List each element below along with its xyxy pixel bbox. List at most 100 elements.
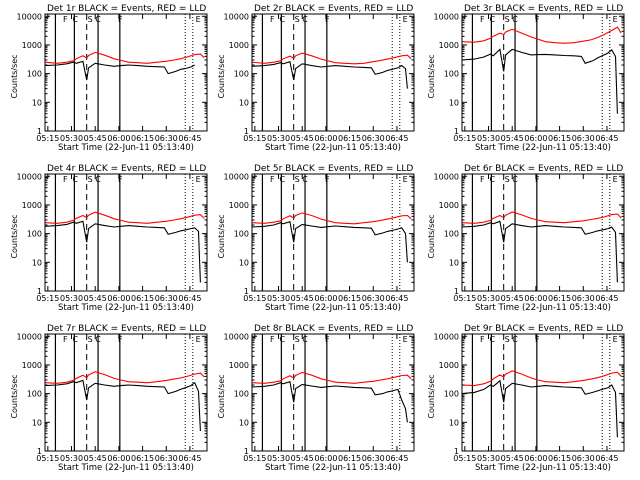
annotation-label: E (196, 175, 201, 184)
x-tick-label: 06:45 (595, 294, 618, 303)
x-tick-label: 05:15 (36, 294, 59, 303)
x-tick-label: 06:45 (385, 454, 408, 463)
annotation-label: C (95, 335, 101, 344)
plot-frame (44, 13, 208, 132)
annotation-label: F (535, 15, 540, 24)
annotation-label: C (73, 175, 79, 184)
y-axis-label: Counts/sec (427, 54, 436, 98)
annotation-label: C (490, 15, 496, 24)
x-tick-label: 06:45 (385, 294, 408, 303)
x-tick-label: 05:30 (477, 294, 500, 303)
plot-frame (461, 333, 625, 452)
x-axis-label: Start Time (22-Jun-11 05:13:40) (475, 463, 611, 473)
y-tick-label: 1000 (439, 201, 459, 210)
annotation-label: F (63, 335, 68, 344)
series-line-lld (251, 212, 412, 225)
y-tick-label: 10000 (434, 12, 459, 21)
series-line-lld (461, 26, 622, 44)
annotation-label: C (280, 15, 286, 24)
annotation-label: S (505, 15, 510, 24)
x-tick-label: 05:45 (501, 134, 524, 143)
annotation-label: F (270, 15, 275, 24)
x-tick-label: 05:45 (84, 294, 107, 303)
x-tick-label: 05:45 (501, 294, 524, 303)
x-axis-label: Start Time (22-Jun-11 05:13:40) (475, 143, 611, 153)
annotation-label: F (480, 175, 485, 184)
y-tick-label: 10 (32, 258, 42, 267)
x-tick-label: 05:45 (501, 454, 524, 463)
y-tick-label: 10 (32, 98, 42, 107)
x-tick-label: 06:45 (595, 134, 618, 143)
annotation-label: F (325, 335, 330, 344)
annotation-label: F (270, 335, 275, 344)
y-tick-label: 10 (449, 418, 459, 427)
y-tick-label: 10 (239, 418, 249, 427)
x-tick-label: 06:15 (548, 134, 571, 143)
series-line-lld (461, 211, 622, 224)
x-tick-label: 06:45 (595, 454, 618, 463)
annotation-label: C (73, 335, 79, 344)
y-tick-label: 10000 (224, 12, 249, 21)
annotation-label: E (196, 15, 201, 24)
annotation-label: C (95, 15, 101, 24)
plot-frame (251, 173, 415, 292)
x-tick-label: 05:30 (60, 134, 83, 143)
x-tick-label: 06:45 (178, 294, 201, 303)
x-tick-label: 05:45 (291, 454, 314, 463)
x-tick-label: 05:15 (243, 454, 266, 463)
x-tick-label: 06:15 (548, 454, 571, 463)
y-axis-label: Counts/sec (217, 374, 226, 418)
annotation-label: F (63, 15, 68, 24)
y-tick-label: 100 (444, 390, 459, 399)
x-tick-label: 05:30 (267, 134, 290, 143)
y-tick-label: 1 (244, 447, 249, 456)
annotation-label: S (295, 175, 300, 184)
series-line-events (44, 60, 195, 81)
y-tick-label: 10 (449, 98, 459, 107)
y-tick-label: 10 (239, 98, 249, 107)
y-tick-label: 10 (239, 258, 249, 267)
annotation-label: F (270, 175, 275, 184)
x-tick-label: 06:15 (338, 294, 361, 303)
annotation-label: C (512, 15, 518, 24)
y-tick-label: 1 (244, 287, 249, 296)
chart-title: Det 3r BLACK = Events, RED = LLD (464, 4, 623, 14)
annotation-label: C (73, 15, 79, 24)
annotation-label: S (505, 335, 510, 344)
annotation-label: S (505, 175, 510, 184)
y-tick-label: 1 (37, 447, 42, 456)
annotation-label: C (280, 175, 286, 184)
plot-frame (44, 173, 208, 292)
x-tick-label: 06:30 (362, 294, 385, 303)
y-axis-label: Counts/sec (10, 214, 19, 258)
x-tick-label: 05:30 (60, 454, 83, 463)
annotation-label: S (88, 175, 93, 184)
y-tick-label: 100 (27, 230, 42, 239)
x-axis-label: Start Time (22-Jun-11 05:13:40) (58, 463, 194, 473)
y-tick-label: 1000 (22, 41, 42, 50)
x-tick-label: 06:45 (178, 454, 201, 463)
y-tick-label: 100 (27, 390, 42, 399)
x-tick-label: 05:30 (477, 134, 500, 143)
annotation-label: S (295, 335, 300, 344)
plot-frame (44, 333, 208, 452)
chart-title: Det 4r BLACK = Events, RED = LLD (47, 164, 206, 174)
y-tick-label: 100 (27, 70, 42, 79)
annotation-label: S (295, 15, 300, 24)
annotation-label: F (118, 175, 123, 184)
y-tick-label: 1000 (22, 201, 42, 210)
chart-title: Det 1r BLACK = Events, RED = LLD (47, 4, 206, 14)
y-tick-label: 10000 (224, 332, 249, 341)
series-line-events (251, 60, 408, 89)
x-tick-label: 06:30 (572, 294, 595, 303)
y-axis-label: Counts/sec (427, 214, 436, 258)
chart-title: Det 8r BLACK = Events, RED = LLD (254, 324, 413, 334)
chart-title: Det 6r BLACK = Events, RED = LLD (464, 164, 623, 174)
x-tick-label: 06:15 (131, 134, 154, 143)
annotation-label: S (88, 335, 93, 344)
